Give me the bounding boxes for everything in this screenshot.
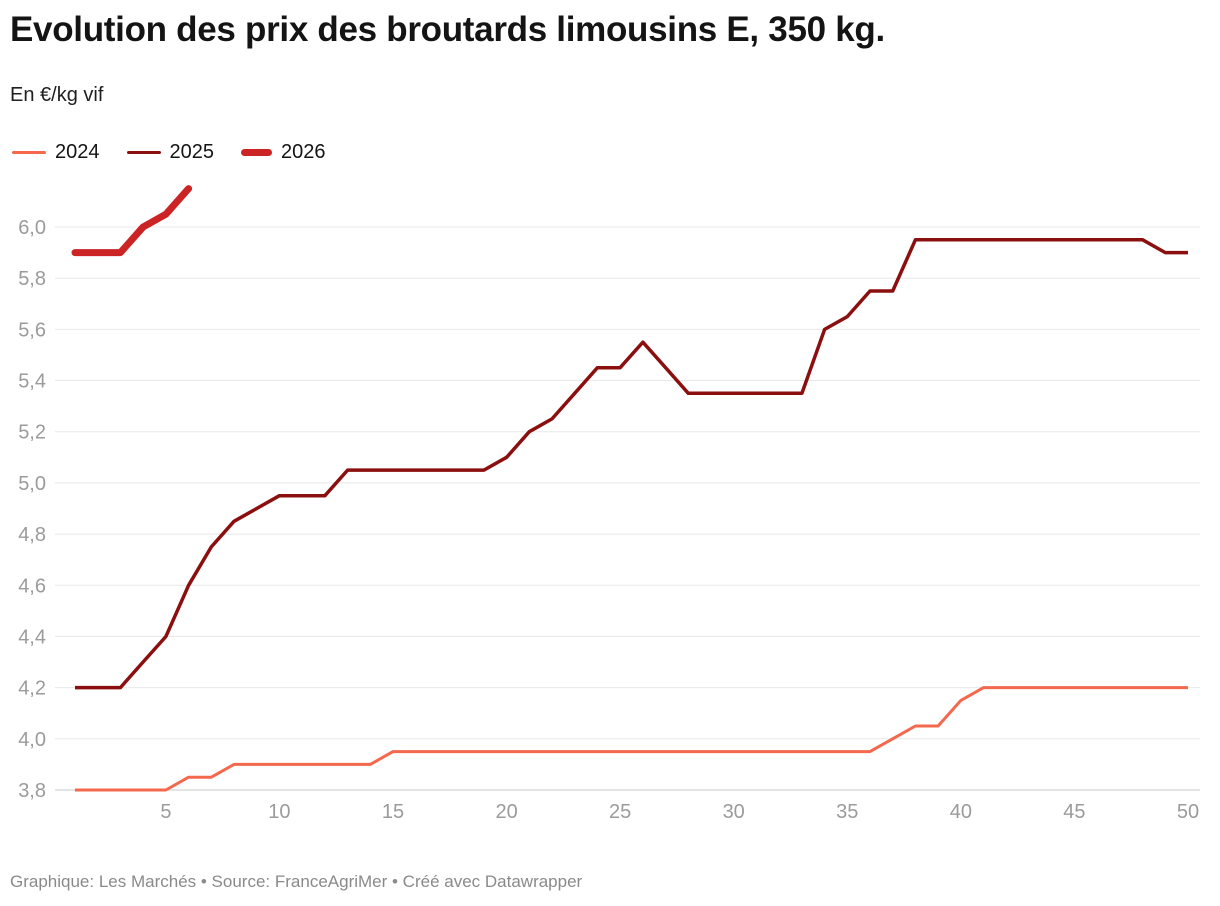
legend-swatch-2025-icon (126, 150, 161, 155)
attribution: Graphique: Les Marchés • Source: FranceA… (10, 872, 583, 891)
y-tick-label: 4,2 (18, 678, 46, 700)
x-tick-label: 35 (836, 801, 858, 823)
y-tick-label: 5,2 (18, 422, 46, 444)
legend-label-2025: 2025 (169, 141, 215, 163)
y-tick-label: 5,6 (18, 319, 46, 341)
series-line-2025 (75, 238, 1188, 690)
series-line-2024 (75, 686, 1188, 792)
y-tick-label: 4,4 (18, 627, 46, 649)
line-chart: 3,8 4,0 4,2 4,4 4,6 4,8 5,0 5,2 5,4 5,6 5,8 6,0 5 10 1… (18, 185, 1200, 823)
legend-label-2026: 2026 (281, 141, 326, 163)
x-tick-label: 15 (382, 801, 404, 823)
legend-item-2026: 2026 (241, 141, 326, 164)
legend-item-2024: 2024 (12, 141, 100, 164)
x-tick-label: 30 (723, 801, 745, 823)
x-tick-label: 10 (268, 801, 290, 823)
y-tick-label: 4,8 (18, 524, 46, 546)
x-tick-label: 50 (1177, 801, 1199, 823)
x-tick-label: 45 (1063, 801, 1085, 823)
legend-label-2024: 2024 (55, 141, 100, 163)
y-tick-label: 5,4 (18, 371, 46, 393)
y-tick-label: 5,8 (18, 268, 46, 290)
x-tick-label: 40 (950, 801, 972, 823)
y-tick-label: 4,0 (18, 729, 46, 751)
x-tick-label: 25 (609, 801, 631, 823)
y-tick-label: 6,0 (18, 217, 46, 239)
chart-title: Evolution des prix des broutards limousi… (10, 10, 885, 49)
legend-swatch-2024-icon (12, 150, 46, 155)
y-tick-label: 4,6 (18, 575, 46, 597)
x-tick-label: 20 (495, 801, 517, 823)
legend: 2024 2025 2026 (12, 141, 326, 164)
legend-swatch-2026-icon (241, 149, 272, 156)
y-tick-label: 5,0 (18, 473, 46, 495)
y-tick-label: 3,8 (18, 780, 46, 802)
series-line-2026 (71, 185, 193, 257)
legend-item-2025: 2025 (126, 141, 215, 164)
chart-subtitle: En €/kg vif (10, 84, 104, 106)
x-tick-label: 5 (160, 801, 171, 823)
